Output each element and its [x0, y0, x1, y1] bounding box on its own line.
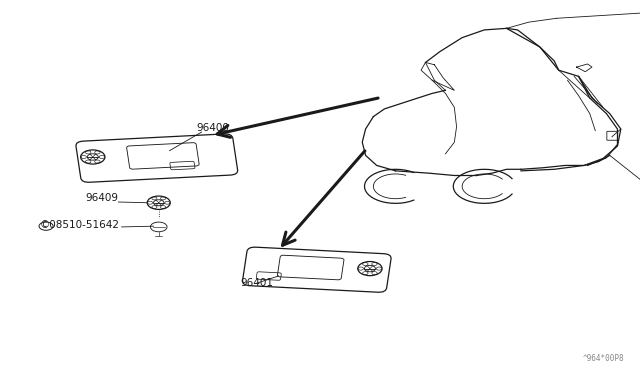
Text: ^964*00P8: ^964*00P8	[582, 354, 624, 363]
Text: 96400: 96400	[196, 123, 229, 133]
FancyBboxPatch shape	[243, 247, 391, 292]
Text: 96401: 96401	[241, 278, 274, 288]
FancyBboxPatch shape	[76, 134, 237, 182]
Text: ©08510-51642: ©08510-51642	[40, 219, 120, 230]
Text: 96409: 96409	[85, 193, 118, 203]
